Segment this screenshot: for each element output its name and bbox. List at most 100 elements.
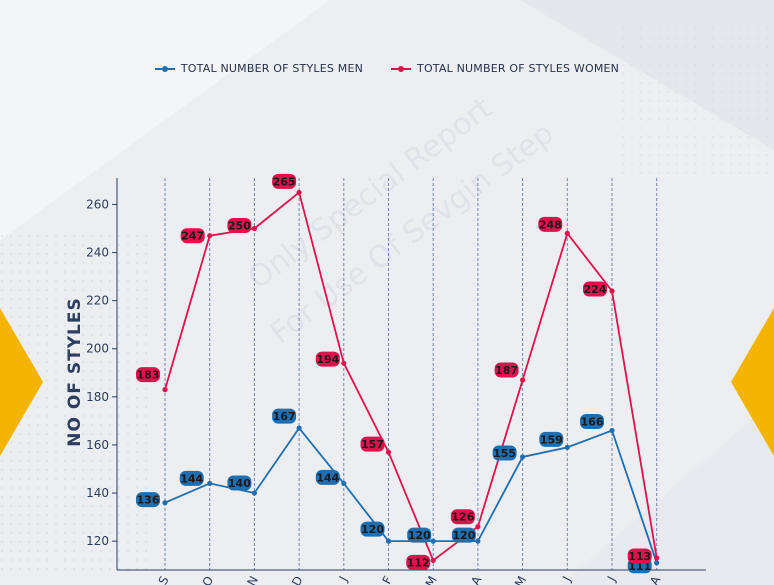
legend-label-women: TOTAL NUMBER OF STYLES WOMEN bbox=[417, 62, 620, 75]
data-point-men bbox=[564, 444, 570, 450]
data-label-men: 166 bbox=[580, 414, 604, 430]
legend-swatch-men bbox=[154, 64, 175, 74]
data-point-women bbox=[564, 230, 570, 236]
y-tick-label: 160 bbox=[86, 438, 109, 452]
x-tick-label: M bbox=[423, 574, 440, 585]
data-label-men: 120 bbox=[360, 521, 385, 537]
data-label-text: 183 bbox=[137, 369, 160, 382]
data-point-men bbox=[430, 538, 436, 544]
legend-label-men: TOTAL NUMBER OF STYLES MEN bbox=[180, 62, 364, 75]
data-label-bg bbox=[407, 527, 432, 543]
data-label-men: 144 bbox=[179, 470, 204, 486]
y-tick-label: 180 bbox=[86, 390, 109, 404]
data-point-men bbox=[609, 427, 615, 434]
data-label-bg bbox=[227, 218, 252, 234]
x-tick-label: J bbox=[604, 574, 618, 585]
data-label-bg bbox=[315, 469, 340, 485]
data-label-women: 224 bbox=[583, 281, 607, 297]
series-line-women bbox=[164, 190, 658, 562]
data-point-women bbox=[385, 449, 392, 455]
y-tick-label: 260 bbox=[86, 197, 109, 211]
data-label-text: 113 bbox=[628, 550, 651, 563]
data-point-men bbox=[654, 560, 660, 566]
data-point-women bbox=[341, 360, 347, 366]
data-label-women: 248 bbox=[538, 216, 563, 232]
data-point-women bbox=[654, 555, 660, 561]
x-tick-label: A bbox=[468, 573, 485, 585]
data-label-men: 120 bbox=[407, 527, 432, 543]
data-label-men: 136 bbox=[136, 492, 160, 508]
data-label-text: 157 bbox=[361, 438, 384, 451]
data-label-women: 183 bbox=[136, 367, 160, 383]
x-tick-label: J bbox=[559, 574, 573, 585]
data-label-text: 120 bbox=[408, 529, 431, 542]
data-point-men bbox=[385, 538, 392, 544]
left-chevron-decoration bbox=[0, 308, 43, 456]
x-tick-label: O bbox=[200, 574, 217, 585]
series-layer bbox=[162, 189, 660, 566]
x-tick-label: N bbox=[244, 574, 261, 585]
y-tick-label: 200 bbox=[86, 342, 109, 356]
data-label-bg bbox=[360, 521, 385, 537]
data-label-text: 159 bbox=[540, 433, 563, 446]
data-label-women: 113 bbox=[627, 548, 652, 564]
data-label-women: 265 bbox=[272, 173, 297, 189]
axes: 120 140 160 180 200 220 240 260 S O N D J F M A M J J A bbox=[86, 178, 706, 585]
data-point-men bbox=[341, 480, 347, 487]
data-label-text: 224 bbox=[584, 283, 607, 296]
data-point-men bbox=[520, 454, 526, 460]
data-label-bg bbox=[272, 173, 297, 189]
data-label-text: 112 bbox=[407, 556, 430, 569]
data-label-bg bbox=[227, 475, 252, 491]
y-tick-label: 240 bbox=[86, 246, 109, 260]
data-label-text: 248 bbox=[539, 218, 562, 231]
data-label-bg bbox=[315, 351, 340, 367]
data-label-text: 140 bbox=[228, 477, 251, 490]
x-tick-label: M bbox=[512, 574, 529, 585]
data-label-women: 126 bbox=[450, 509, 475, 525]
data-point-men bbox=[475, 538, 481, 544]
data-point-men bbox=[296, 425, 302, 431]
data-point-women bbox=[520, 377, 526, 383]
data-label-text: 136 bbox=[137, 494, 160, 507]
data-label-bg bbox=[136, 367, 160, 383]
y-tick-label: 220 bbox=[86, 294, 109, 308]
data-label-text: 247 bbox=[181, 230, 204, 243]
data-label-bg bbox=[450, 509, 475, 525]
data-label-text: 144 bbox=[316, 471, 339, 484]
data-label-bg bbox=[583, 281, 607, 297]
legend-item-men: TOTAL NUMBER OF STYLES MEN bbox=[154, 62, 364, 75]
data-label-bg bbox=[406, 554, 431, 570]
data-label-text: 155 bbox=[493, 447, 516, 460]
data-label-men: 140 bbox=[227, 475, 252, 491]
data-label-text: 120 bbox=[361, 523, 384, 536]
data-label-text: 166 bbox=[581, 416, 604, 429]
x-tick-label: D bbox=[289, 574, 306, 585]
x-tick-label: J bbox=[336, 574, 350, 585]
data-label-bg bbox=[180, 228, 205, 244]
y-tick-label: 120 bbox=[86, 534, 109, 548]
data-label-bg bbox=[492, 445, 517, 461]
y-axis-label: NO OF STYLES bbox=[65, 297, 85, 446]
data-label-women: 194 bbox=[315, 351, 340, 367]
data-label-bg bbox=[538, 216, 563, 232]
y-tick-label: 140 bbox=[86, 486, 109, 500]
data-point-women bbox=[430, 557, 436, 563]
data-label-women: 250 bbox=[227, 218, 252, 234]
data-point-men bbox=[207, 480, 213, 487]
data-label-bg bbox=[451, 527, 476, 543]
series-line-men bbox=[164, 426, 658, 564]
data-label-men: 120 bbox=[451, 527, 476, 543]
data-label-bg bbox=[580, 414, 604, 430]
data-label-bg bbox=[136, 492, 160, 508]
data-label-text: 187 bbox=[495, 364, 518, 377]
data-label-men: 144 bbox=[315, 469, 340, 485]
data-label-text: 144 bbox=[180, 472, 203, 485]
x-tick-label: S bbox=[156, 574, 172, 585]
data-label-bg bbox=[179, 470, 204, 486]
data-point-women bbox=[609, 288, 615, 294]
data-point-women bbox=[162, 387, 168, 393]
data-label-bg bbox=[494, 362, 519, 378]
